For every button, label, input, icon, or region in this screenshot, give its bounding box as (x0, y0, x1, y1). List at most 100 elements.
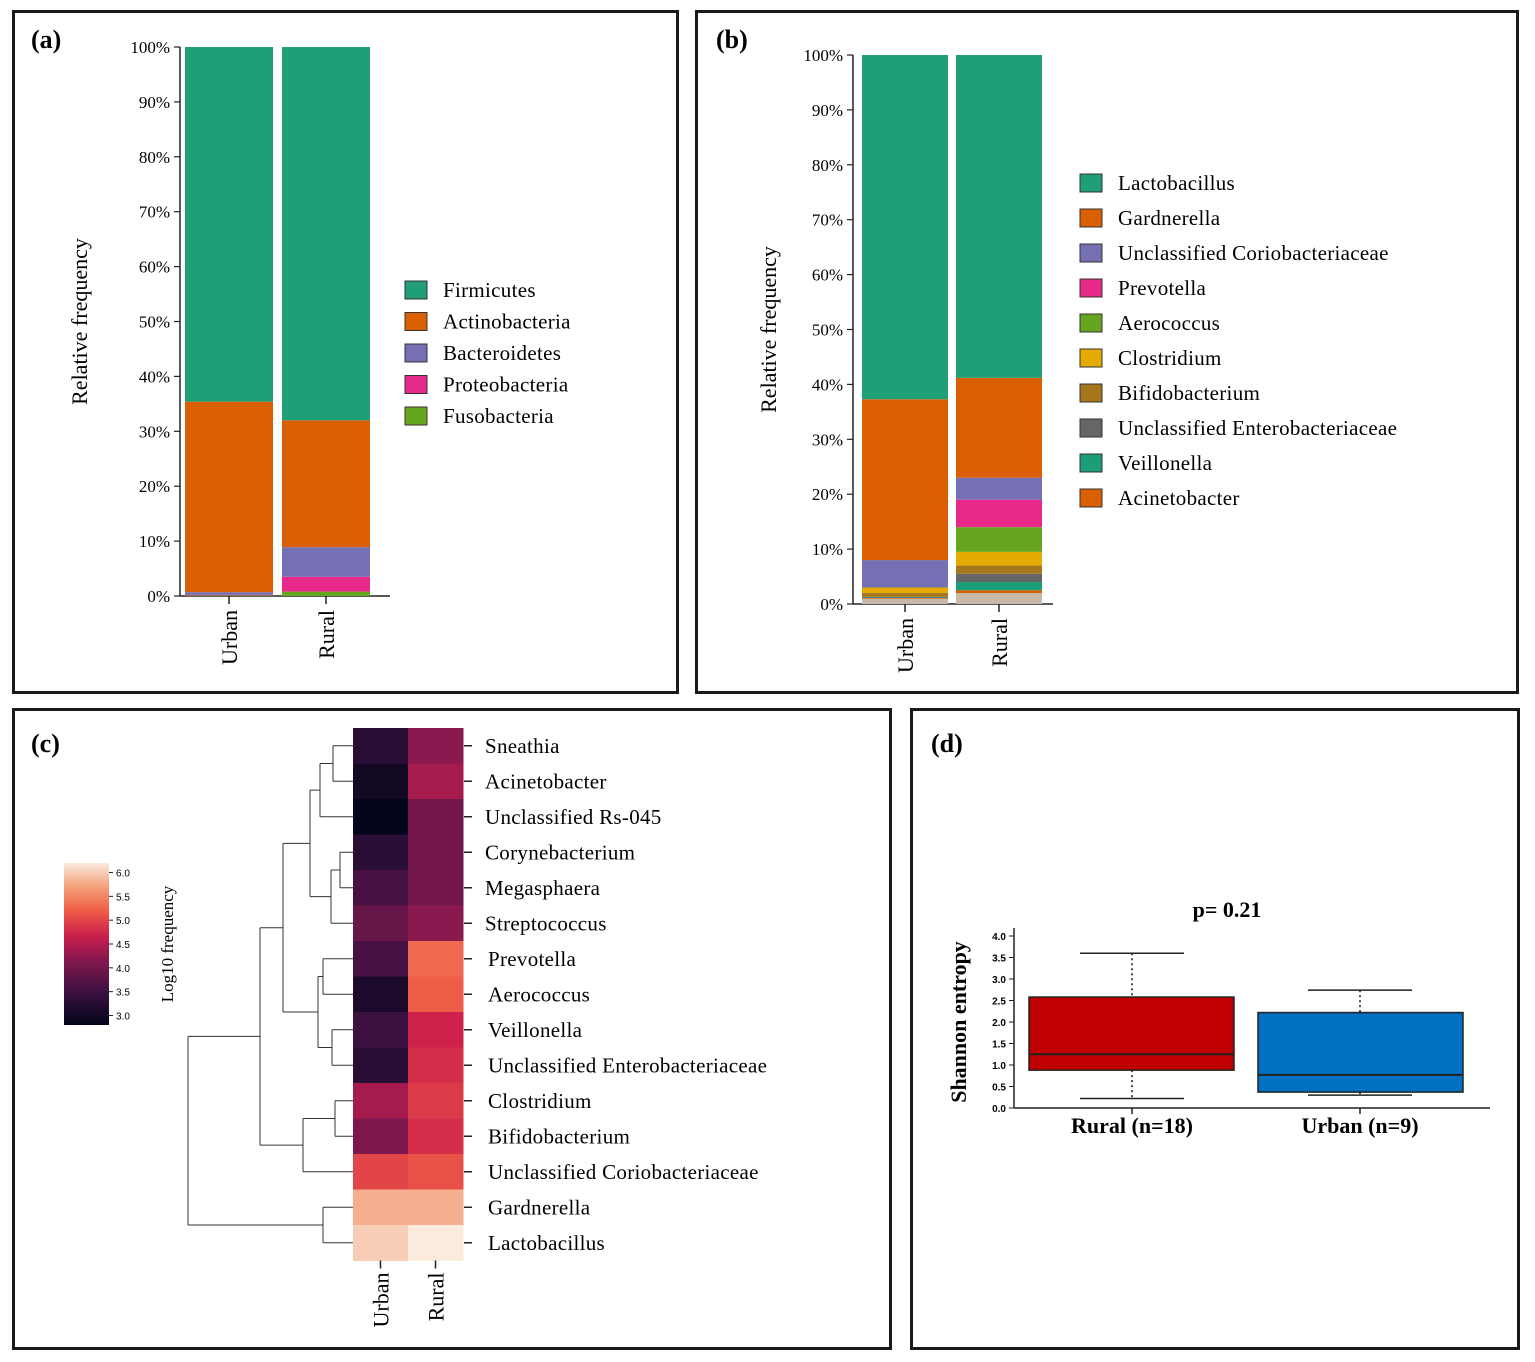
bar-urban-acinetobacter (862, 597, 948, 599)
bar-rural-aerococcus (956, 527, 1042, 552)
heatmap-cell-sneathia-urban (353, 728, 409, 764)
heatmap-cell-unclassified-rs-045-rural (408, 799, 464, 835)
y-tick-label: 1.0 (992, 1061, 1006, 1072)
heatmap-cell-unclassified-coriobacteriaceae-urban (353, 1154, 409, 1190)
y-tick-label: 10% (812, 540, 843, 559)
legend-swatch-unclassified-coriobacteriaceae (1079, 243, 1103, 263)
y-tick-label: 60% (812, 266, 843, 285)
bar-rural-bifidobacterium (956, 565, 1042, 574)
y-tick-label: 30% (139, 422, 170, 441)
legend-swatch-unclassified-enterobacteriaceae (1079, 418, 1103, 438)
panel-d-label: (d) (931, 729, 963, 758)
y-tick-label: 10% (139, 532, 170, 551)
y-tick-label: 80% (812, 156, 843, 175)
y-tick-label: 2.5 (992, 997, 1006, 1008)
y-tick-label: 90% (812, 101, 843, 120)
row-label-lactobacillus: Lactobacillus (488, 1231, 605, 1255)
legend-swatch-bifidobacterium (1079, 383, 1103, 403)
y-tick-label: 40% (812, 375, 843, 394)
bar-rural-actinobacteria (282, 420, 370, 548)
bar-rural-unclassified-enterobacteriaceae (956, 573, 1042, 583)
chart-a: (a) 0% 10% 20% 30% 40% 50% 60% 70% 80% 90% 100% Rel… (31, 25, 571, 665)
heatmap-cell-bifidobacterium-rural (408, 1118, 464, 1155)
colorbar-tick-label: 3.0 (116, 1011, 130, 1022)
heatmap-cell-aerococcus-rural (408, 976, 464, 1013)
panel-c: (c) Sneathia Acinetobacter Unclassified Rs… (12, 708, 892, 1350)
heatmap-cell-gardnerella-rural (408, 1189, 464, 1226)
colorbar-tick-label: 4.0 (116, 964, 130, 975)
x-tick-label-rural-n-18: Rural (n=18) (1071, 1113, 1193, 1138)
row-label-veillonella: Veillonella (488, 1018, 583, 1042)
y-tick-label: 4.0 (992, 932, 1006, 943)
heatmap-cell-acinetobacter-urban (353, 763, 409, 800)
bar-urban-bacteroidetes (185, 592, 273, 595)
y-tick-label: 30% (812, 430, 843, 449)
row-label-unclassified-rs-045: Unclassified Rs-045 (485, 805, 662, 829)
heatmap-cell-veillonella-urban (353, 1012, 409, 1048)
bar-urban-lactobacillus (862, 55, 948, 400)
row-label-corynebacterium: Corynebacterium (485, 840, 635, 864)
heatmap-cell-unclassified-coriobacteriaceae-rural (408, 1154, 464, 1190)
colorbar-tick-label: 3.5 (116, 988, 130, 999)
heatmap-cell-aerococcus-urban (353, 976, 409, 1013)
y-axis-label: Relative frequency (67, 238, 92, 405)
panel-c-label: (c) (31, 729, 60, 758)
bar-urban-bifidobacterium (862, 593, 948, 597)
y-axis-label: Relative frequency (756, 246, 781, 413)
row-label-aerococcus: Aerococcus (488, 982, 590, 1006)
bar-rural-acinetobacter (956, 590, 1042, 594)
y-tick-label: 20% (139, 477, 170, 496)
row-label-unclassified-coriobacteriaceae: Unclassified Coriobacteriaceae (488, 1160, 759, 1184)
y-tick-label: 80% (139, 148, 170, 167)
heatmap-cell-unclassified-enterobacteriaceae-rural (408, 1047, 464, 1084)
bar-urban-proteobacteria (185, 594, 273, 596)
heatmap-cell-acinetobacter-rural (408, 763, 464, 800)
bar-urban-gardnerella (862, 399, 948, 561)
colorbar-label: Log10 frequency (158, 885, 177, 1002)
col-label-rural: Rural (424, 1273, 449, 1322)
y-tick-label: 70% (139, 203, 170, 222)
bar-rural-prevotella (956, 499, 1042, 528)
legend-label-actinobacteria: Actinobacteria (443, 310, 571, 334)
y-tick-label: 0.0 (992, 1104, 1006, 1115)
bar-rural-lactobacillus (956, 55, 1042, 378)
heatmap-cell-unclassified-enterobacteriaceae-urban (353, 1047, 409, 1084)
legend-label-aerococcus: Aerococcus (1118, 311, 1220, 335)
heatmap-cell-clostridium-urban (353, 1083, 409, 1119)
legend-swatch-aerococcus (1079, 313, 1103, 333)
heatmap-cell-prevotella-rural (408, 941, 464, 977)
y-tick-label: 3.0 (992, 975, 1006, 986)
legend-label-gardnerella: Gardnerella (1118, 206, 1221, 230)
legend-label-acinetobacter: Acinetobacter (1118, 486, 1240, 510)
legend-swatch-acinetobacter (1079, 488, 1103, 508)
panel-a-label: (a) (31, 25, 61, 54)
heatmap-cell-unclassified-rs-045-urban (353, 799, 409, 835)
legend-swatch-gardnerella (1079, 208, 1103, 228)
legend-label-firmicutes: Firmicutes (443, 278, 536, 302)
colorbar-tick-label: 6.0 (116, 869, 130, 880)
bar-urban-firmicutes (185, 47, 273, 402)
row-label-sneathia: Sneathia (485, 734, 560, 758)
colorbar-tick-label: 5.0 (116, 916, 130, 927)
heatmap-cell-gardnerella-urban (353, 1189, 409, 1226)
y-tick-label: 100% (803, 46, 843, 65)
bar-urban-unclassified-coriobacteriaceae (862, 560, 948, 588)
y-tick-label: 50% (139, 313, 170, 332)
heatmap-cell-bifidobacterium-urban (353, 1118, 409, 1155)
heatmap-cell-streptococcus-urban (353, 905, 409, 942)
heatmap-cell-veillonella-rural (408, 1012, 464, 1048)
legend-swatch-veillonella (1079, 453, 1103, 473)
colorbar-tick-label: 5.5 (116, 892, 130, 903)
y-axis-label: Shannon entropy (946, 941, 971, 1103)
row-label-prevotella: Prevotella (488, 947, 577, 971)
box-rural-n-18 (1028, 996, 1235, 1071)
heatmap-cell-sneathia-rural (408, 728, 464, 764)
legend-swatch-actinobacteria (404, 312, 428, 331)
y-tick-label: 0% (820, 595, 843, 614)
legend-swatch-lactobacillus (1079, 173, 1103, 193)
chart-c: (c) Sneathia Acinetobacter Unclassified Rs… (31, 728, 767, 1327)
legend-swatch-prevotella (1079, 278, 1103, 298)
panel-b-label: (b) (716, 25, 748, 54)
panel-d: (d) 0.0 0.5 1.0 1.5 2.0 2.5 3.0 3.5 4.0 Shannon e… (910, 708, 1520, 1350)
legend-label-bacteroidetes: Bacteroidetes (443, 341, 561, 365)
